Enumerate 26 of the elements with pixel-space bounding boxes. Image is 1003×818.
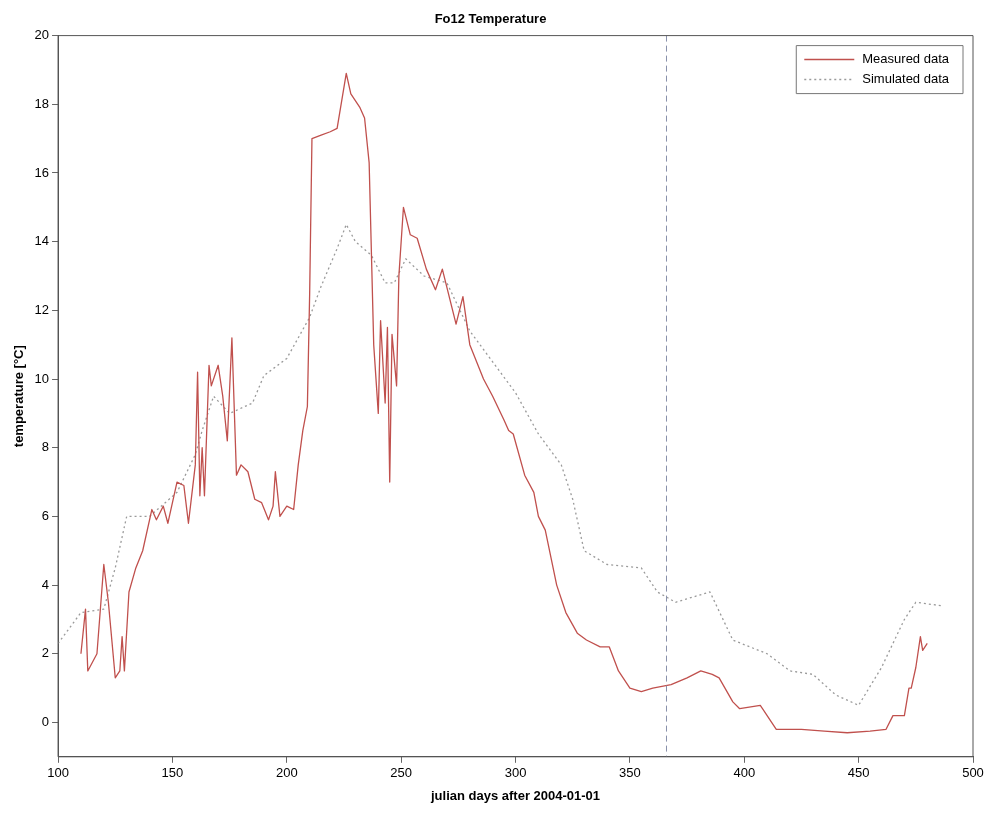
x-tick-label: 150 (161, 765, 184, 781)
chart-title: Fo12 Temperature (434, 11, 547, 27)
y-tick-label: 8 (41, 439, 50, 455)
x-tick-label: 500 (962, 765, 984, 781)
y-axis-title: temperature [°C] (11, 345, 27, 448)
line-series (58, 223, 942, 706)
y-tick-label: 20 (34, 27, 50, 43)
x-tick-label: 200 (275, 765, 298, 781)
legend-label: Simulated data (862, 71, 950, 87)
y-tick-label: 6 (41, 507, 50, 523)
y-tick-label: 2 (41, 645, 50, 661)
y-tick-label: 4 (41, 576, 50, 592)
x-tick-label: 400 (733, 765, 756, 781)
y-tick-label: 16 (34, 164, 50, 180)
legend-label: Measured data (862, 51, 950, 67)
y-tick-label: 18 (34, 95, 50, 111)
x-tick-label: 250 (390, 765, 413, 781)
x-tick-label: 450 (847, 765, 870, 781)
x-tick-label: 300 (504, 765, 527, 781)
x-tick-label: 100 (47, 765, 69, 781)
y-tick-label: 0 (41, 714, 50, 730)
x-axis-title: julian days after 2004-01-01 (429, 787, 601, 803)
x-tick-label: 350 (619, 765, 641, 781)
y-tick-label: 12 (34, 301, 50, 317)
y-tick-label: 10 (34, 370, 50, 386)
y-tick-label: 14 (34, 233, 50, 249)
